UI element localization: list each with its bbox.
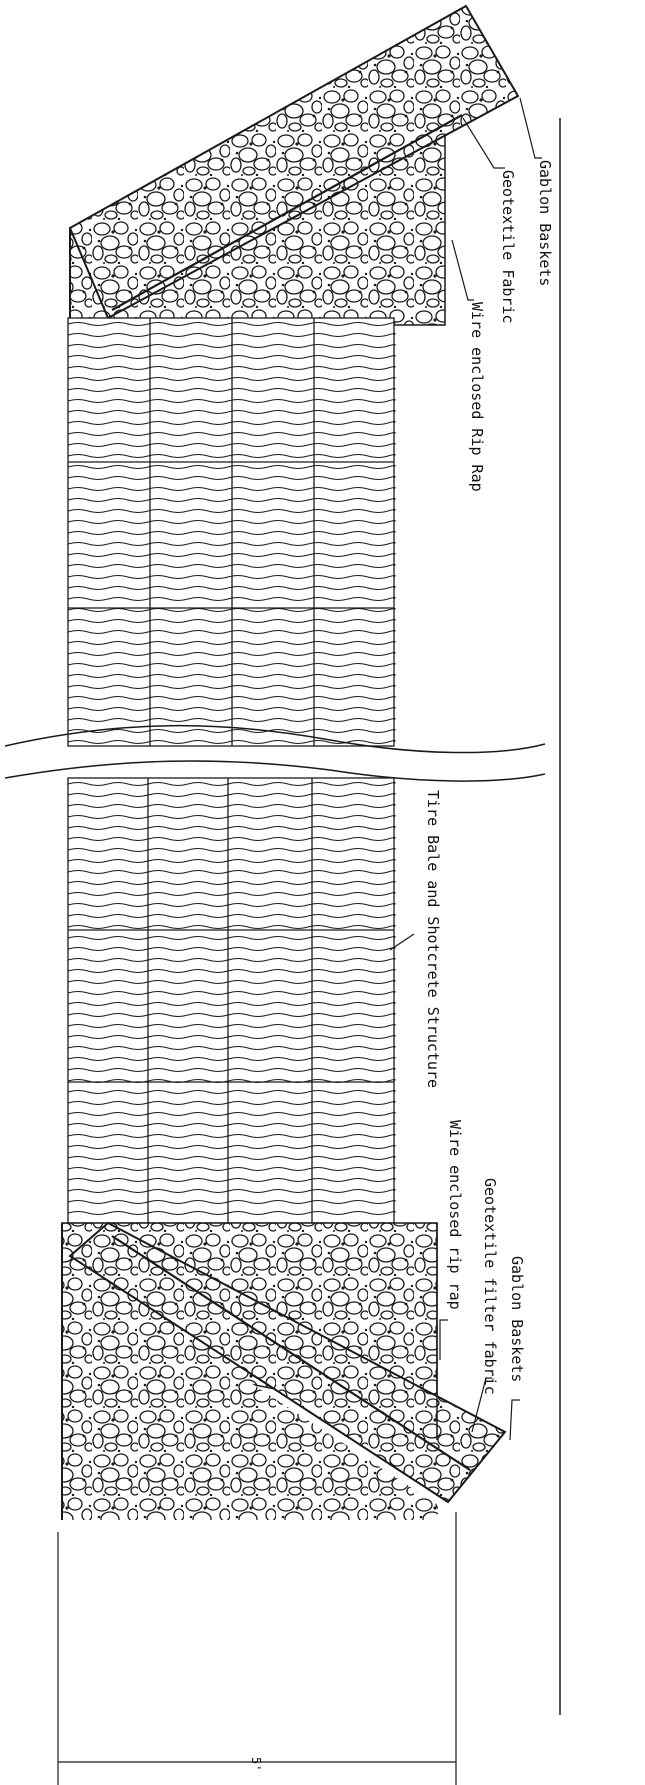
- tire-wave-line: [67, 1057, 396, 1061]
- label-geotextile-bottom: Geotextile filter fabric: [481, 1178, 499, 1395]
- tire-wave-line: [67, 597, 396, 601]
- tire-wave-line: [67, 454, 396, 458]
- tire-wave-line: [67, 542, 396, 546]
- tire-wave-line: [67, 707, 396, 711]
- label-gabion-top: Gablon Baskets: [536, 160, 554, 286]
- tire-wave-line: [67, 1035, 396, 1039]
- tire-wave-line: [67, 881, 396, 885]
- tire-wave-line: [67, 322, 396, 326]
- break-lines: [4, 724, 546, 782]
- tire-wave-line: [67, 465, 396, 469]
- tire-wave-line: [67, 575, 396, 579]
- tire-wave-line: [67, 432, 396, 436]
- dimension-marker: 5': [57, 1512, 457, 1785]
- tire-wave-line: [67, 1123, 396, 1127]
- tire-wave-line: [67, 740, 396, 744]
- tire-wave-line: [67, 553, 396, 557]
- tire-wave-line: [67, 344, 396, 348]
- tire-wave-line: [67, 925, 396, 929]
- tire-wave-line: [67, 1079, 396, 1083]
- bottom-rock-section: [61, 1221, 507, 1520]
- label-geotextile-top: Geotextile Fabric: [499, 170, 517, 324]
- label-riprap-bottom: Wire enclosed rip rap: [446, 1120, 464, 1310]
- tire-wave-line: [67, 443, 396, 447]
- tire-wave-line: [67, 652, 396, 656]
- tire-wave-line: [67, 531, 396, 535]
- tire-wave-line: [67, 641, 396, 645]
- tire-wave-line: [67, 914, 396, 918]
- tire-wave-line: [67, 815, 396, 819]
- tire-wave-line: [67, 1090, 396, 1094]
- tire-wave-line: [67, 1024, 396, 1028]
- tire-wave-line: [67, 729, 396, 733]
- bottom-geotextile-line: [111, 1235, 471, 1471]
- tire-wave-line: [67, 1101, 396, 1105]
- tire-wave-line: [67, 476, 396, 480]
- tire-structure-upper: [67, 317, 396, 747]
- tire-wave-line: [67, 487, 396, 491]
- tire-wave-line: [67, 564, 396, 568]
- tire-wave-line: [67, 837, 396, 841]
- top-rock-section: [68, 4, 520, 326]
- tire-wave-line: [67, 1112, 396, 1116]
- tire-wave-line: [67, 1156, 396, 1160]
- label-riprap-top: Wire enclosed Rip Rap: [468, 302, 486, 492]
- tire-wave-line: [67, 892, 396, 896]
- tire-wave-line: [67, 991, 396, 995]
- tire-wave-line: [67, 848, 396, 852]
- tire-wave-line: [67, 377, 396, 381]
- tire-wave-line: [67, 980, 396, 984]
- tire-wave-line: [67, 1013, 396, 1017]
- tire-wave-line: [67, 826, 396, 830]
- tire-wave-line: [67, 586, 396, 590]
- tire-wave-line: [67, 958, 396, 962]
- tire-wave-line: [67, 936, 396, 940]
- tire-wave-line: [67, 1211, 396, 1215]
- tire-wave-line: [67, 859, 396, 863]
- tire-wave-line: [67, 399, 396, 403]
- tire-wave-line: [67, 793, 396, 797]
- label-tire-structure: Tire Bale and Shotcrete Structure: [424, 790, 442, 1088]
- tire-wave-line: [67, 333, 396, 337]
- top-geotextile-line: [111, 114, 463, 311]
- tire-wave-line: [67, 388, 396, 392]
- tire-wave-line: [67, 782, 396, 786]
- tire-wave-line: [67, 1189, 396, 1193]
- tire-wave-line: [67, 498, 396, 502]
- tire-wave-line: [67, 421, 396, 425]
- tire-wave-line: [67, 410, 396, 414]
- tire-wave-line: [67, 520, 396, 524]
- tire-wave-line: [67, 663, 396, 667]
- leader-lines: [389, 97, 542, 1441]
- dimension-label: 5': [249, 1757, 263, 1771]
- tire-wave-line: [67, 1167, 396, 1171]
- tire-wave-line: [67, 804, 396, 808]
- tire-wave-line: [67, 696, 396, 700]
- top-gabion-band: [68, 4, 520, 320]
- tire-wave-line: [67, 355, 396, 359]
- tire-wave-line: [67, 1134, 396, 1138]
- tire-wave-line: [67, 630, 396, 634]
- tire-wave-line: [67, 718, 396, 722]
- tire-wave-line: [67, 619, 396, 623]
- tire-wave-line: [67, 366, 396, 370]
- tire-wave-line: [67, 685, 396, 689]
- tire-wave-line: [67, 1145, 396, 1149]
- tire-wave-line: [67, 509, 396, 513]
- tire-wave-line: [67, 1046, 396, 1050]
- tire-wave-line: [67, 903, 396, 907]
- tire-wave-line: [67, 870, 396, 874]
- label-gabion-bottom: Gablon Baskets: [508, 1256, 526, 1382]
- tire-wave-line: [67, 1200, 396, 1204]
- tire-wave-line: [67, 1068, 396, 1072]
- tire-wave-line: [67, 674, 396, 678]
- tire-wave-line: [67, 969, 396, 973]
- tire-structure-lower: [67, 777, 396, 1224]
- tire-wave-line: [67, 1178, 396, 1182]
- tire-wave-line: [67, 1002, 396, 1006]
- bottom-gabion-band: [68, 1221, 507, 1504]
- tire-wave-line: [67, 947, 396, 951]
